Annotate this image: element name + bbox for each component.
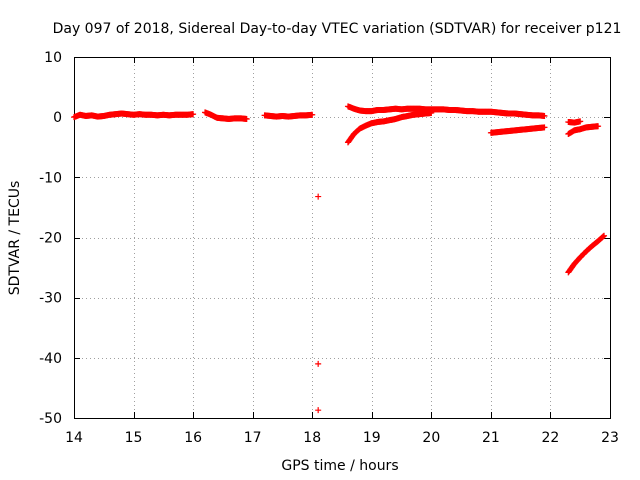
y-tick-label: -50 xyxy=(39,411,62,427)
x-tick-label: 14 xyxy=(65,430,83,446)
data-point xyxy=(601,232,608,239)
y-tick-label: -20 xyxy=(39,231,62,247)
y-tick-labels: 10 0 -10 -20 -30 -40 -50 xyxy=(39,50,62,427)
y-tick-label: -40 xyxy=(39,351,62,367)
data-points xyxy=(71,103,608,414)
data-point xyxy=(315,193,322,200)
data-point xyxy=(577,118,584,125)
x-tick-label: 19 xyxy=(363,430,381,446)
grid xyxy=(74,57,610,418)
x-tick-label: 16 xyxy=(184,430,202,446)
x-tick-label: 17 xyxy=(244,430,262,446)
x-tick-label: 20 xyxy=(422,430,440,446)
y-tick-label: 0 xyxy=(53,110,62,126)
x-tick-label: 21 xyxy=(482,430,500,446)
data-point xyxy=(315,407,322,414)
y-tick-label: 10 xyxy=(44,50,62,66)
data-point xyxy=(190,111,197,118)
axis-ticks xyxy=(74,57,611,419)
x-tick-label: 15 xyxy=(125,430,143,446)
y-tick-label: -30 xyxy=(39,291,62,307)
data-point xyxy=(595,123,602,130)
x-axis-label: GPS time / hours xyxy=(281,458,398,474)
x-tick-label: 22 xyxy=(542,430,560,446)
y-axis-label: SDTVAR / TECUs xyxy=(7,181,23,296)
x-tick-labels: 14 15 16 17 18 19 20 21 22 23 xyxy=(65,430,619,446)
x-tick-label: 18 xyxy=(303,430,321,446)
x-tick-label: 23 xyxy=(601,430,619,446)
chart-title: Day 097 of 2018, Sidereal Day-to-day VTE… xyxy=(53,21,622,37)
data-point xyxy=(428,109,435,116)
data-point xyxy=(541,112,548,119)
data-point xyxy=(315,360,322,367)
data-point xyxy=(243,115,250,122)
data-point xyxy=(541,124,548,131)
y-tick-label: -10 xyxy=(39,170,62,186)
data-point xyxy=(309,111,316,118)
